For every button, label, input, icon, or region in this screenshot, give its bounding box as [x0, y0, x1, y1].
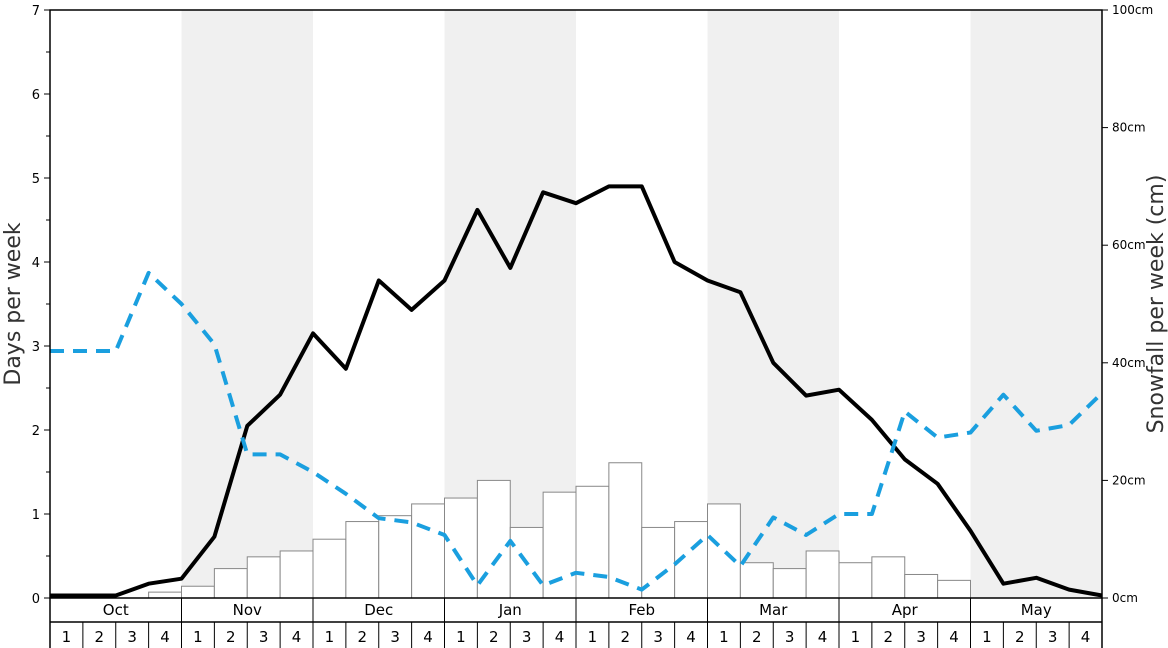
left-axis-title: Days per week — [1, 222, 26, 385]
week-label: 3 — [785, 628, 795, 646]
snowfall-bar — [148, 591, 182, 599]
left-tick-label: 1 — [32, 508, 40, 523]
month-label-feb: Feb — [628, 601, 655, 619]
left-tick-label: 5 — [32, 172, 40, 187]
snowfall-bar — [871, 556, 906, 599]
week-label: 2 — [884, 628, 894, 646]
month-label-may: May — [1021, 601, 1052, 619]
right-tick-label: 60cm — [1112, 238, 1146, 252]
left-tick-label: 6 — [32, 88, 40, 103]
month-shade-nov — [181, 10, 313, 598]
week-label: 3 — [522, 628, 532, 646]
week-label: 3 — [1048, 628, 1058, 646]
snowfall-bar — [937, 579, 971, 599]
month-label-dec: Dec — [364, 601, 393, 619]
month-shading — [181, 10, 1102, 598]
week-label: 2 — [226, 628, 236, 646]
right-tick-label: 20cm — [1112, 473, 1146, 487]
left-tick-label: 3 — [32, 340, 40, 355]
week-label: 3 — [390, 628, 400, 646]
week-label: 2 — [489, 628, 499, 646]
week-label: 2 — [621, 628, 631, 646]
week-label: 1 — [719, 628, 729, 646]
week-label: 1 — [982, 628, 992, 646]
month-label-oct: Oct — [103, 601, 129, 619]
left-tick-label: 7 — [32, 4, 40, 19]
snowfall-bar — [772, 568, 807, 599]
week-label: 3 — [259, 628, 269, 646]
x-axis-months-weeks: Oct 1 2 3 4 Nov 1 2 3 4 Dec 1 2 3 4 Jan 1 2 3 4 Feb 1 2 3 4 Mar 1 2… — [49, 598, 1103, 648]
week-label: 4 — [555, 628, 565, 646]
week-label: 2 — [358, 628, 368, 646]
snowfall-bars — [148, 462, 971, 599]
week-label: 4 — [423, 628, 433, 646]
month-label-mar: Mar — [759, 601, 788, 619]
right-tick-label: 80cm — [1112, 121, 1146, 135]
week-label: 3 — [916, 628, 926, 646]
month-label-jan: Jan — [498, 601, 522, 619]
week-label: 1 — [193, 628, 203, 646]
snowfall-bar — [345, 521, 380, 599]
week-label: 1 — [325, 628, 335, 646]
snowfall-bar — [312, 538, 347, 599]
month-label-apr: Apr — [892, 601, 919, 619]
right-tick-label: 40cm — [1112, 356, 1146, 370]
snowfall-bar — [246, 556, 281, 599]
left-tick-label: 4 — [32, 256, 40, 271]
snowfall-bar — [707, 503, 741, 599]
week-label: 1 — [588, 628, 598, 646]
week-label: 1 — [851, 628, 861, 646]
snowfall-bar — [444, 497, 478, 599]
snowfall-bar — [904, 573, 939, 599]
week-label: 4 — [160, 628, 170, 646]
week-label: 4 — [292, 628, 302, 646]
left-y-axis: 0 1 2 3 4 5 6 7 — [32, 4, 50, 607]
week-label: 2 — [752, 628, 762, 646]
snowfall-bar — [575, 485, 610, 599]
solid-black-line — [50, 184, 1103, 598]
series-lines — [50, 184, 1104, 598]
right-tick-label: 100cm — [1112, 3, 1153, 17]
left-tick-label: 0 — [32, 592, 40, 607]
week-label: 4 — [686, 628, 696, 646]
week-label: 1 — [456, 628, 466, 646]
snowfall-bar — [805, 550, 840, 599]
snowfall-bar — [608, 462, 643, 599]
month-label-nov: Nov — [233, 601, 262, 619]
right-axis-title: Snowfall per week (cm) — [1144, 175, 1168, 434]
week-label: 2 — [1015, 628, 1025, 646]
left-tick-label: 2 — [32, 424, 40, 439]
snowfall-bar — [542, 491, 577, 599]
month-shade-may — [970, 10, 1102, 598]
week-label: 3 — [127, 628, 137, 646]
month-shade-mar — [707, 10, 839, 598]
week-label: 4 — [818, 628, 828, 646]
week-label: 1 — [62, 628, 72, 646]
week-label: 3 — [653, 628, 663, 646]
snowfall-bar — [739, 562, 774, 599]
snowfall-bar — [378, 515, 413, 599]
dashed-blue-line — [50, 270, 1104, 592]
right-y-axis: 0cm 20cm 40cm 60cm 80cm 100cm — [1102, 3, 1153, 605]
right-tick-label: 0cm — [1112, 591, 1138, 605]
snowfall-bar — [838, 562, 873, 599]
week-label: 4 — [1081, 628, 1091, 646]
week-label: 2 — [95, 628, 105, 646]
snowfall-bar — [181, 585, 215, 599]
snowfall-bar — [279, 550, 314, 599]
week-label: 4 — [949, 628, 959, 646]
snowfall-bar — [213, 568, 248, 599]
snowfall-bar — [411, 503, 445, 599]
